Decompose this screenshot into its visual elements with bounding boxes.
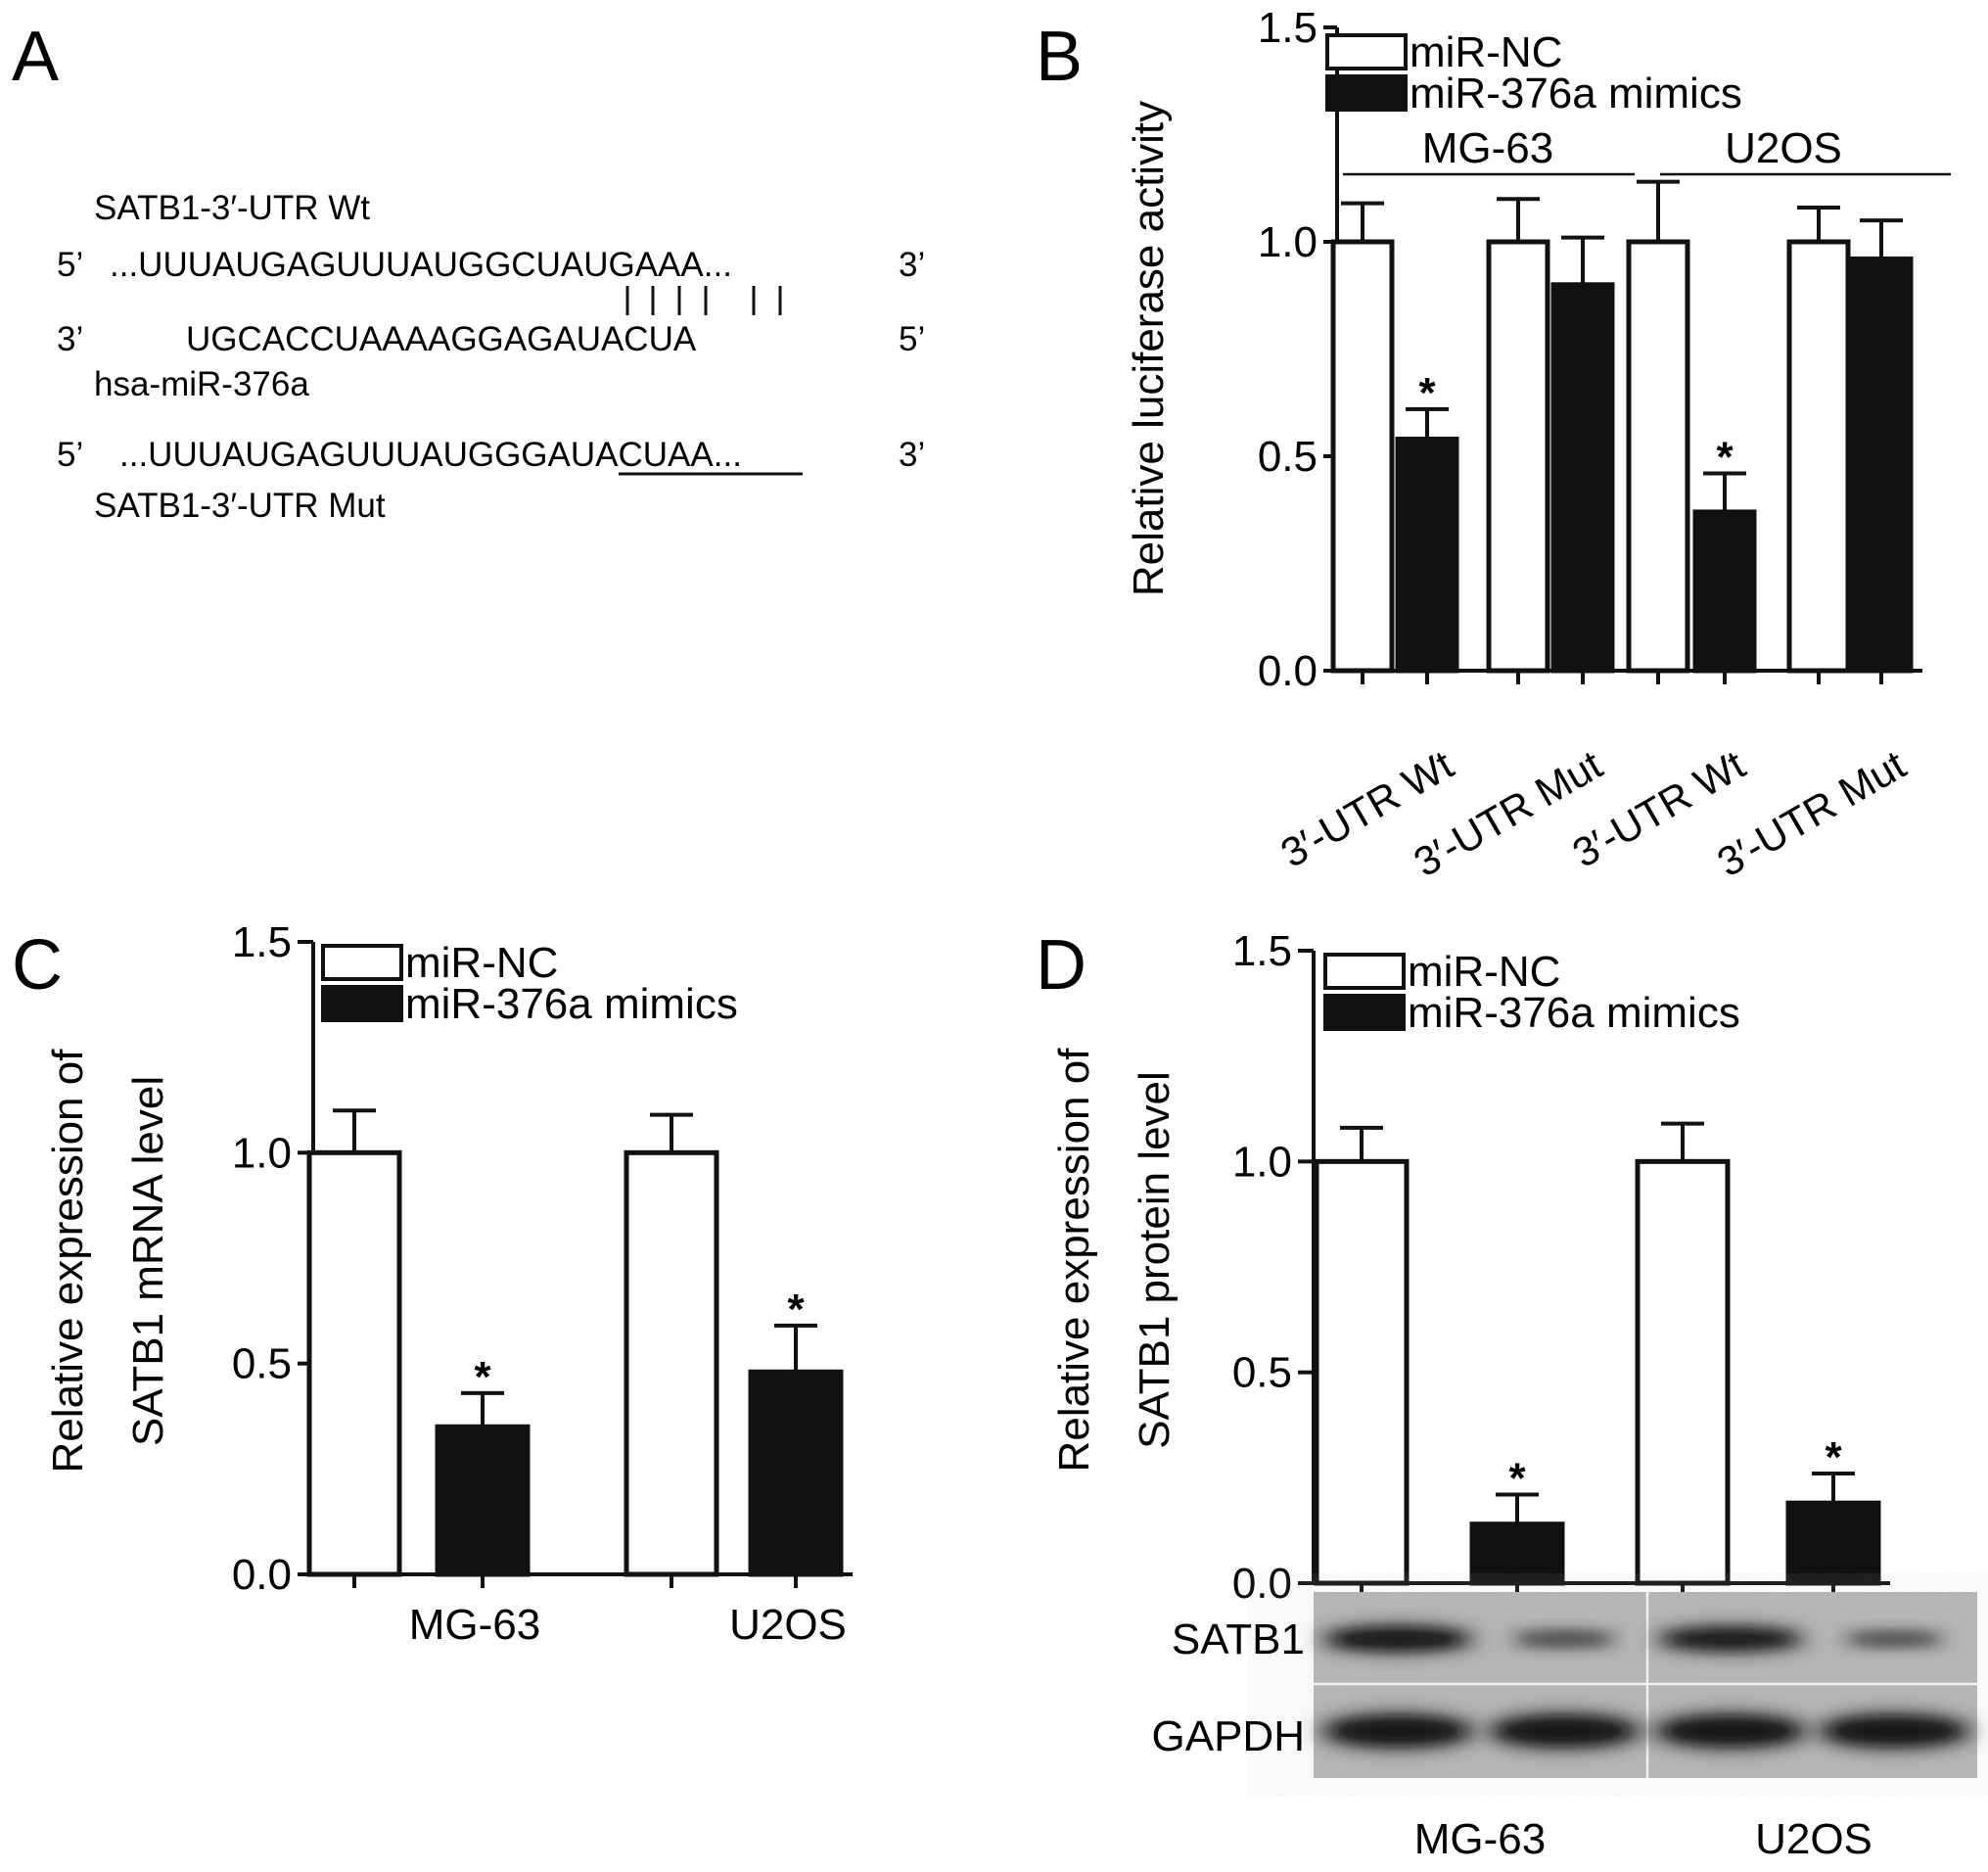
y-tick-label: 1.5 [232, 918, 292, 966]
mir-3prime: 3’ [57, 320, 83, 358]
legend-swatch [321, 985, 403, 1022]
legend-entry: miR-NC [1410, 28, 1562, 76]
mir-5prime: 5’ [899, 320, 925, 358]
bar [1849, 257, 1914, 674]
y-axis-title: Relative luciferase activity [1125, 101, 1173, 596]
bar [1550, 282, 1615, 674]
blot-band-core [1850, 1633, 1938, 1645]
mir-name: hsa-miR-376a [94, 365, 309, 403]
bar [1330, 239, 1395, 674]
y-tick-label: 1.0 [232, 1129, 292, 1177]
y-tick-label: 0.0 [232, 1551, 292, 1599]
wt-sequence: ...UUUAUGAGUUUAUGGCUAUGAAA... [110, 246, 732, 284]
bar [1785, 1500, 1881, 1586]
blot-band-core [1669, 1630, 1792, 1648]
legend-swatch [1325, 74, 1408, 112]
panel-b-label: B [1036, 18, 1083, 96]
bar [306, 1149, 402, 1577]
wt-5prime: 5’ [57, 246, 83, 284]
y-axis-title-line: SATB1 mRNA level [124, 1076, 172, 1446]
mut-3prime: 3’ [899, 436, 925, 474]
mut-title: SATB1-3′-UTR Mut [94, 487, 386, 525]
blot-group-label-mg63: MG-63 [1414, 1815, 1546, 1863]
legend-entry: miR-376a mimics [1410, 70, 1742, 117]
chart-c: 0.0 0.5 1.0 1.5 Relative expression of SATB1 … [44, 918, 853, 1649]
legend-swatch [321, 944, 403, 981]
bar [1395, 436, 1459, 674]
blot-band-core [1502, 1718, 1627, 1744]
blot-bands [1316, 1624, 1976, 1751]
y-axis-title-line: Relative expression of [44, 1049, 92, 1474]
y-tick-label: 0.5 [1232, 1349, 1292, 1397]
legend-entry: miR-376a mimics [405, 980, 738, 1028]
bar [1786, 239, 1851, 674]
mut-5prime: 5’ [57, 436, 83, 474]
blot-band-core [1335, 1718, 1460, 1744]
bar [1692, 509, 1757, 674]
bar [435, 1424, 531, 1577]
group-label-mg63: MG-63 [1422, 124, 1553, 172]
blot-row-label-satb1: SATB1 [1172, 1615, 1305, 1663]
y-tick-label: 0.5 [232, 1340, 292, 1388]
mut-sequence: ...UUUAUGAGUUUAUGGGAUACUAA... [119, 436, 742, 474]
bar [1635, 1158, 1731, 1586]
group-label-u2os: U2OS [1725, 124, 1842, 172]
chart-d: 0.0 0.5 1.0 1.5 Relative expression of SATB1 … [1050, 927, 1890, 1608]
mir-sequence: UGCACCUAAAAGGAGAUACUA [186, 320, 697, 358]
legend-entry: miR-NC [1408, 948, 1560, 996]
bar [624, 1149, 719, 1577]
blot-band-core [1668, 1718, 1793, 1744]
bar [1486, 239, 1550, 674]
panel-d-label: D [1036, 926, 1086, 1005]
significance-star: * [1508, 1455, 1526, 1503]
panel-a: A SATB1-3′-UTR Wt 5’ ...UUUAUGAGUUUAUGGC… [12, 18, 925, 525]
chart-b-group-labels: MG-63 U2OS [1343, 124, 1951, 176]
y-tick-label: 1.5 [1258, 4, 1318, 52]
blot-band-core [1518, 1632, 1610, 1646]
legend-swatch [1323, 953, 1406, 990]
y-axis-title-line: SATB1 protein level [1131, 1071, 1179, 1449]
legend-swatch [1323, 994, 1406, 1031]
bar [1314, 1158, 1410, 1586]
significance-star: * [1825, 1433, 1842, 1481]
legend-swatch [1325, 33, 1408, 70]
panel-c-label: C [12, 926, 63, 1005]
blot-row-label-gapdh: GAPDH [1152, 1712, 1305, 1760]
significance-star: * [1716, 434, 1734, 482]
western-blot: SATB1 GAPDH MG-63 U2OS [1152, 1592, 1977, 1863]
significance-star: * [787, 1286, 805, 1334]
y-axis-title-line: Relative expression of [1050, 1048, 1098, 1473]
bar [1469, 1521, 1565, 1586]
category-label: MG-63 [409, 1601, 540, 1649]
significance-star: * [1418, 369, 1436, 417]
legend-entry: miR-NC [405, 939, 558, 987]
blot-band-core [1335, 1629, 1460, 1649]
wt-3prime: 3’ [899, 246, 925, 284]
y-tick-label: 0.5 [1258, 433, 1318, 481]
legend-entry: miR-376a mimics [1408, 989, 1740, 1037]
y-tick-label: 1.0 [1232, 1138, 1292, 1186]
y-tick-label: 0.0 [1232, 1560, 1292, 1608]
y-tick-label: 0.0 [1258, 647, 1318, 695]
wt-title: SATB1-3′-UTR Wt [94, 189, 370, 227]
pairing-lines [625, 286, 782, 315]
bar [1626, 239, 1690, 674]
y-tick-label: 1.5 [1232, 927, 1292, 975]
bar [748, 1369, 844, 1577]
blot-band-core [1831, 1718, 1957, 1744]
category-label: U2OS [729, 1601, 847, 1649]
significance-star: * [474, 1353, 491, 1401]
y-tick-label: 1.0 [1258, 218, 1318, 266]
panel-a-label: A [12, 18, 59, 96]
blot-group-label-u2os: U2OS [1755, 1815, 1872, 1863]
